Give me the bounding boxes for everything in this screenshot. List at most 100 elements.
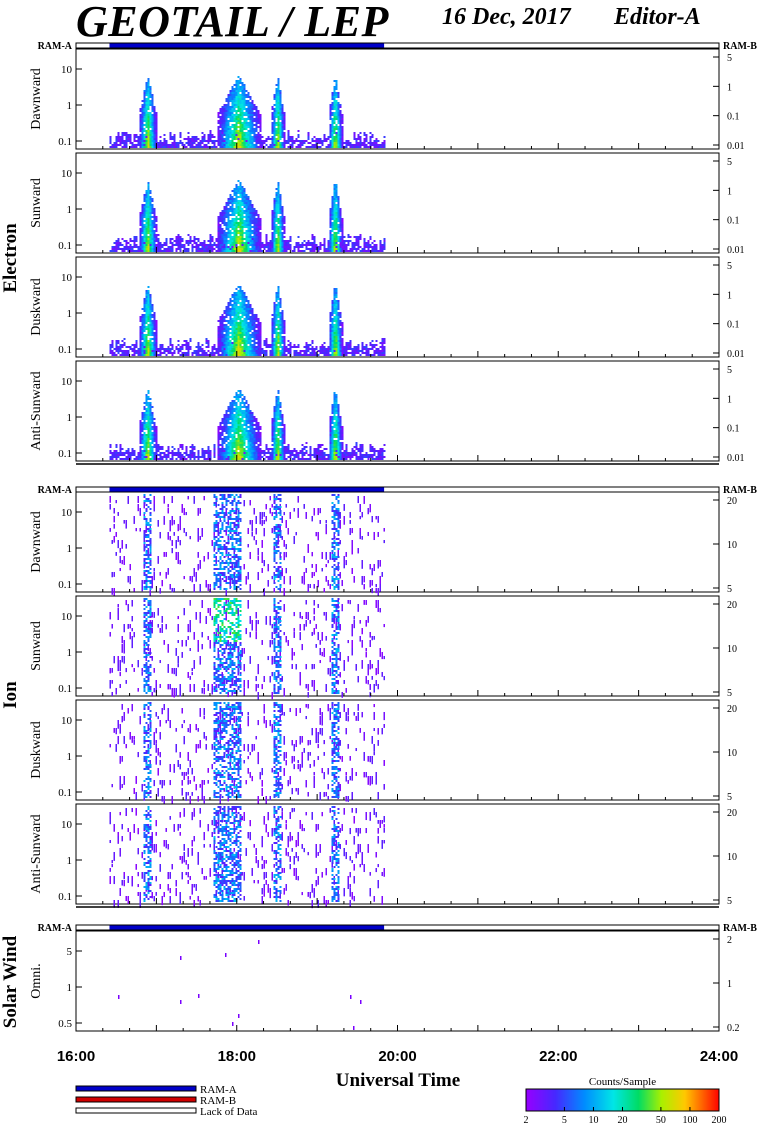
spectrogram-cell [247,212,250,214]
spectrogram-cell [381,250,384,252]
spectrogram-cell [143,120,146,122]
spectrogram-cell [223,230,226,232]
spectrogram-cell [241,214,244,216]
spectrogram-cell [333,146,336,148]
spectrogram-cell [337,230,340,232]
spectrogram-cell [275,332,278,334]
spectrogram-cell [335,124,338,126]
spectrogram-cell [269,250,272,252]
spectrogram-cell [287,244,290,246]
spectrogram-cell [275,216,278,218]
spectrogram-cell [149,240,152,242]
spectrogram-cell [117,136,120,138]
spectrogram-cell [129,348,132,350]
spectrogram-cell [139,334,142,336]
spectrogram-cell [169,238,172,240]
spectrogram-cell [205,338,208,340]
spectrogram-cell [253,114,256,116]
spectrogram-cell [321,346,324,348]
spectrogram-cell [331,124,334,126]
spectrogram-cell [251,120,254,122]
spectrogram-cell [139,240,142,242]
spectrogram-cell [283,220,286,222]
spectrogram-cell [171,250,174,252]
spectrogram-cell [251,226,254,228]
spectrogram-cell [139,230,142,232]
spectrogram-cell [339,230,342,232]
spectrogram-cell [247,134,250,136]
spectrogram-cell [337,142,340,144]
spectrogram-cell [227,352,230,354]
spectrogram-cell [145,326,148,328]
spectrogram-cell [121,248,124,250]
spectrogram-cell [267,248,270,250]
spectrogram-cell [247,214,250,216]
spectrogram-cell [297,352,300,354]
spectrogram-cell [257,134,260,136]
spectrogram-cell [309,146,312,148]
spectrogram-cell [197,238,200,240]
spectrogram-cell [255,338,258,340]
spectrogram-cell [335,200,338,202]
spectrogram-cell [139,116,142,118]
spectrogram-cell [383,146,386,148]
spectrogram-cell [239,88,242,90]
spectrogram-cell [183,352,186,354]
spectrogram-cell [217,228,220,230]
spectrogram-cell [341,126,344,128]
spectrogram-cell [149,202,152,204]
spectrogram-cell [143,124,146,126]
spectrogram-cell [269,344,272,346]
spectrogram-cell [233,338,236,340]
spectrogram-cell [271,108,274,110]
spectrogram-cell [245,332,248,334]
spectrogram-cell [335,116,338,118]
spectrogram-cell [219,246,222,248]
spectrogram-cell [249,132,252,134]
spectrogram-cell [147,146,150,148]
spectrogram-cell [239,200,242,202]
spectrogram-cell [277,200,280,202]
spectrogram-cell [353,136,356,138]
spectrogram-cell [233,244,236,246]
spectrogram-cell [225,138,228,140]
spectrogram-cell [307,348,310,350]
spectrogram-cell [165,354,168,356]
spectrogram-cell [343,242,346,244]
spectrogram-cell [305,354,308,356]
spectrogram-cell [333,144,336,146]
spectrogram-cell [191,136,194,138]
spectrogram-cell [233,114,236,116]
spectrogram-cell [141,314,144,316]
spectrogram-cell [227,334,230,336]
spectrogram-cell [149,310,152,312]
spectrogram-cell [319,142,322,144]
spectrogram-cell [201,244,204,246]
spectrogram-cell [155,348,158,350]
spectrogram-cell [257,220,260,222]
spectrogram-cell [253,242,256,244]
spectrogram-cell [281,314,284,316]
spectrogram-cell [159,140,162,142]
spectrogram-cell [243,330,246,332]
spectrogram-cell [265,236,268,238]
spectrogram-cell [143,246,146,248]
spectrogram-cell [279,126,282,128]
spectrogram-cell [147,206,150,208]
spectrogram-cell [147,140,150,142]
spectrogram-cell [243,346,246,348]
spectrogram-cell [245,298,248,300]
spectrogram-cell [209,234,212,236]
spectrogram-cell [279,122,282,124]
spectrogram-cell [279,144,282,146]
spectrogram-cell [235,184,238,186]
spectrogram-cell [135,352,138,354]
spectrogram-cell [251,248,254,250]
spectrogram-cell [331,138,334,140]
spectrogram-cell [219,116,222,118]
spectrogram-cell [295,146,298,148]
spectrogram-cell [189,138,192,140]
spectrogram-cell [141,122,144,124]
spectrogram-cell [115,344,118,346]
spectrogram-cell [293,350,296,352]
